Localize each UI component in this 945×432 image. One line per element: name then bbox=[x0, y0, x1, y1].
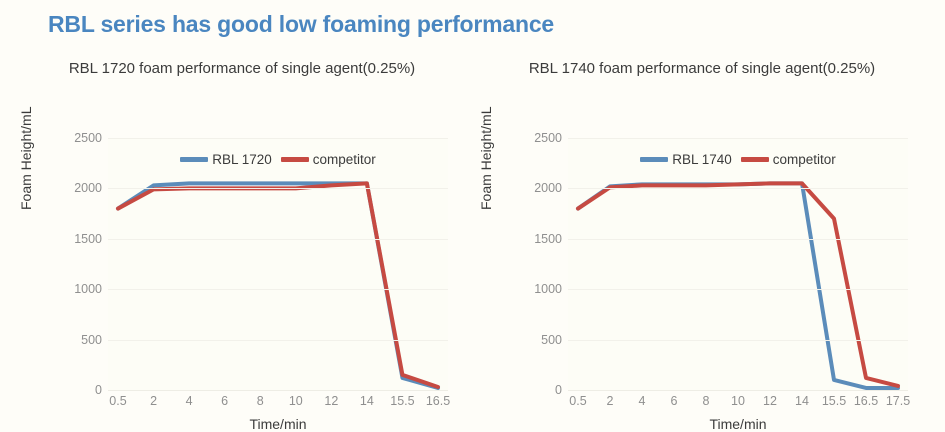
x-tick-label: 6 bbox=[670, 394, 678, 408]
y-tick-label: 1000 bbox=[534, 282, 562, 297]
y-tick-label: 2500 bbox=[74, 131, 102, 145]
x-tick-label: 14 bbox=[795, 394, 809, 408]
x-tick-label: 6 bbox=[221, 394, 229, 408]
y-tick-label: 1500 bbox=[534, 231, 562, 246]
y-tick-label: 2000 bbox=[534, 181, 562, 196]
x-tick-label: 15.5 bbox=[390, 394, 415, 408]
y-tick-label: 0 bbox=[95, 383, 102, 397]
y-axis-ticks: 0 500 1000 1500 2000 2500 bbox=[46, 131, 102, 397]
chart-title: RBL 1740 foam performance of single agen… bbox=[528, 60, 876, 77]
x-tick-label: 8 bbox=[702, 394, 710, 408]
page-title: RBL series has good low foaming performa… bbox=[48, 11, 555, 37]
y-axis-title: Foam Height/mL bbox=[478, 106, 494, 210]
y-tick-label: 2000 bbox=[74, 181, 102, 196]
gridline bbox=[108, 289, 448, 291]
x-tick-label: 0.5 bbox=[569, 394, 587, 408]
plot-wrapper: Foam Height/mL 0 500 1000 1500 2000 2500 RBL … bbox=[12, 90, 472, 432]
chart-rbl-1740: RBL 1740 foam performance of single agen… bbox=[472, 54, 932, 432]
series-lines bbox=[116, 181, 440, 390]
x-tick-label: 12 bbox=[324, 394, 339, 408]
x-axis-ticks: 0.5 2 4 6 8 10 12 14 15.5 16.5 17.5 bbox=[568, 394, 911, 414]
x-axis-ticks: 0.5 2 4 6 8 10 12 14 15.5 16.5 bbox=[108, 394, 451, 414]
series-line bbox=[576, 181, 900, 388]
gridline bbox=[108, 390, 448, 391]
plot-area: RBL 1720 competitor bbox=[108, 138, 448, 391]
x-tick-label: 10 bbox=[288, 394, 303, 408]
x-axis-title: Time/min bbox=[249, 416, 307, 432]
gridline bbox=[108, 138, 448, 139]
gridline bbox=[568, 188, 908, 190]
gridline bbox=[568, 289, 908, 291]
x-tick-label: 12 bbox=[763, 394, 777, 408]
x-tick-label: 10 bbox=[731, 394, 745, 408]
chart-title: RBL 1720 foam performance of single agen… bbox=[68, 60, 416, 77]
y-tick-label: 1500 bbox=[74, 231, 102, 246]
gridline bbox=[568, 390, 908, 391]
series-line bbox=[576, 181, 900, 390]
series-line bbox=[116, 181, 440, 389]
x-tick-label: 4 bbox=[185, 394, 193, 408]
x-tick-label: 0.5 bbox=[109, 394, 127, 408]
y-tick-label: 0 bbox=[555, 383, 562, 397]
plot-area: RBL 1740 competitor bbox=[568, 138, 908, 391]
gridline bbox=[108, 238, 448, 240]
x-tick-label: 16.5 bbox=[425, 394, 451, 408]
x-tick-label: 14 bbox=[359, 394, 374, 408]
gridline bbox=[568, 339, 908, 341]
charts-row: RBL 1720 foam performance of single agen… bbox=[0, 54, 945, 432]
x-axis-title: Time/min bbox=[709, 416, 767, 432]
series-lines bbox=[576, 181, 900, 390]
y-tick-label: 2500 bbox=[534, 131, 562, 145]
x-tick-label: 16.5 bbox=[853, 394, 879, 408]
gridline bbox=[108, 339, 448, 341]
y-tick-label: 500 bbox=[81, 332, 102, 347]
x-tick-label: 15.5 bbox=[821, 394, 847, 408]
x-tick-label: 2 bbox=[606, 394, 614, 408]
gridline bbox=[108, 188, 448, 190]
chart-rbl-1720: RBL 1720 foam performance of single agen… bbox=[12, 54, 472, 432]
y-axis-title: Foam Height/mL bbox=[18, 106, 34, 210]
x-tick-label: 17.5 bbox=[885, 394, 911, 408]
x-tick-label: 2 bbox=[150, 394, 158, 408]
series-line bbox=[116, 181, 440, 390]
gridline bbox=[568, 238, 908, 240]
x-tick-label: 4 bbox=[638, 394, 646, 408]
plot-wrapper: Foam Height/mL 0 500 1000 1500 2000 2500 RBL … bbox=[472, 90, 932, 432]
gridline bbox=[568, 138, 908, 139]
y-tick-label: 1000 bbox=[74, 282, 102, 297]
x-tick-label: 8 bbox=[256, 394, 264, 408]
y-tick-label: 500 bbox=[541, 332, 562, 347]
y-axis-ticks: 0 500 1000 1500 2000 2500 bbox=[506, 131, 562, 397]
